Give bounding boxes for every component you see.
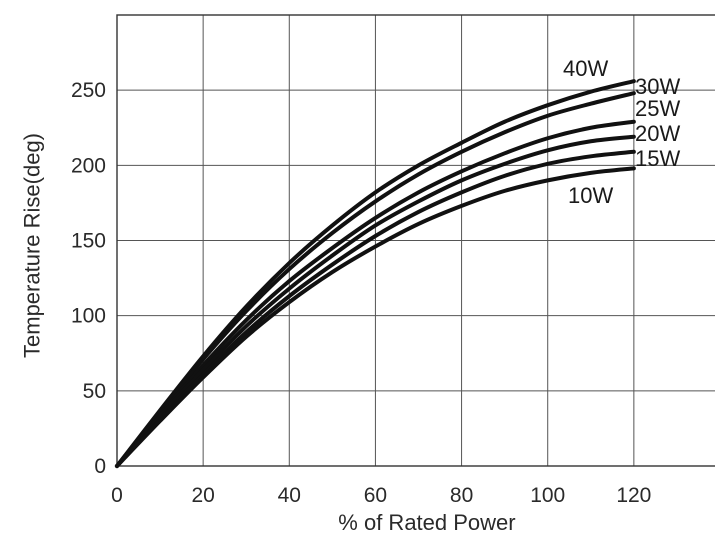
- x-tick-label: 40: [278, 484, 301, 507]
- series-line-10w: [115, 166, 636, 468]
- y-tick-label: 150: [71, 230, 106, 253]
- y-tick-label: 250: [71, 79, 106, 102]
- series-label-25w: 25W: [635, 96, 680, 121]
- x-tick-label: 20: [191, 484, 214, 507]
- x-tick-label: 0: [111, 484, 123, 507]
- y-axis-title: Temperature Rise(deg): [20, 133, 45, 358]
- y-tick-label: 200: [71, 154, 106, 177]
- x-tick-label: 80: [450, 484, 473, 507]
- y-axis-ticks: 0 50 100 150 200 250: [71, 79, 106, 478]
- series-line-15w: [115, 149, 636, 468]
- x-axis-ticks: 0 20 40 60 80 100 120: [111, 484, 651, 507]
- series-curves: [115, 79, 636, 468]
- y-tick-label: 50: [83, 380, 106, 403]
- series-line-20w: [115, 134, 636, 468]
- y-tick-label: 100: [71, 305, 106, 328]
- x-axis-title: % of Rated Power: [338, 510, 515, 535]
- series-line-25w: [115, 119, 636, 468]
- series-label-40w: 40W: [563, 56, 608, 81]
- y-tick-label: 0: [94, 455, 106, 478]
- x-tick-label: 100: [530, 484, 565, 507]
- series-label-10w: 10W: [568, 183, 613, 208]
- x-tick-label: 120: [616, 484, 651, 507]
- series-line-30w: [115, 91, 636, 468]
- series-label-15w: 15W: [635, 146, 680, 171]
- series-label-30w: 30W: [635, 74, 680, 99]
- x-tick-label: 60: [364, 484, 387, 507]
- plot-frame: [116, 14, 715, 467]
- series-label-20w: 20W: [635, 121, 680, 146]
